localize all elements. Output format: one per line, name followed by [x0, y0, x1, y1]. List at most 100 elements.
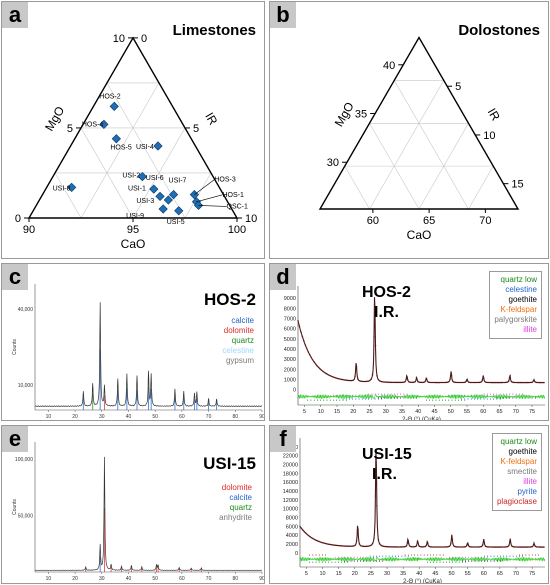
cao-tick-label: 60	[367, 215, 379, 227]
x-axis-label: 2-Θ (°) (CuKa)	[403, 579, 442, 584]
point-label: USI-6	[146, 175, 164, 182]
x-tick-label: 15	[336, 571, 342, 577]
panel-a: 90 95 100 0 5 10 0 5 10 MgO IR CaO HOS-2 HOS-4 HOS-5 US…	[1, 1, 265, 259]
panel-subtitle: I.R.	[372, 466, 397, 483]
legend-entry: goethite	[508, 295, 537, 304]
ternary-frame	[318, 36, 520, 210]
x-tick-label: 20	[350, 409, 356, 415]
x-tick-label: 35	[400, 571, 406, 577]
legend-entry: dolomite	[221, 483, 252, 492]
y-tick-label: 4000	[284, 347, 296, 353]
y-tick-label: 22000	[283, 454, 298, 460]
legend-entry: plagioclase	[496, 497, 537, 506]
cao-axis-title: CaO	[121, 237, 146, 251]
point-label: USI-4	[136, 144, 154, 151]
chart-legend: calcite dolomite quartz celestine gypsum	[222, 316, 254, 366]
legend-entry: palygorskite	[494, 315, 537, 324]
y-tick-label: 50,000	[18, 513, 34, 519]
y-tick-label: 10,000	[18, 383, 34, 389]
data-point	[109, 101, 119, 111]
point-label: HOS-4	[82, 121, 104, 128]
x-tick-label: 75	[529, 409, 535, 415]
panel-letter: b	[270, 2, 296, 28]
data-point	[168, 189, 179, 200]
data-point	[149, 184, 159, 194]
y-tick-label: 2000	[284, 367, 296, 373]
panel-title: USI-15	[362, 446, 412, 463]
point-label: USI-5	[167, 219, 185, 226]
mgo-tick-label: 30	[327, 157, 339, 169]
x-tick-label: 10	[46, 576, 52, 582]
y-tick-label: 12000	[283, 498, 298, 504]
legend-entry: K-feldspar	[500, 305, 537, 314]
x-tick-label: 20	[72, 576, 78, 582]
mgo-axis-title: MgO	[332, 100, 357, 130]
x-tick-label: 10	[318, 409, 324, 415]
y-tick-label: 10000	[283, 507, 298, 513]
y-tick-label: 4000	[286, 533, 298, 539]
cao-tick-label: 95	[127, 224, 139, 236]
hos2-ir-xrd-pattern: 5 10 15 20 25 30 35 40 45 50 55 60 65 70 75 0 1000 2000 30…	[284, 286, 545, 420]
x-tick-label: 35	[399, 409, 405, 415]
calculated-pattern	[297, 297, 545, 384]
ir-tick-label: 10	[483, 130, 495, 142]
x-tick-label: 30	[99, 576, 105, 582]
grid-line	[369, 80, 445, 210]
panel-letter: a	[2, 2, 28, 28]
x-tick-label: 40	[126, 414, 132, 420]
diffraction-pattern	[34, 302, 263, 407]
y-tick-label: 14000	[283, 489, 298, 495]
y-tick-label: 3000	[284, 357, 296, 363]
legend-entry: celestine	[222, 346, 254, 355]
grid-line	[468, 165, 494, 210]
panel-b: 60657030354051015MgOIRCaOUSI-13USI-14USI…	[269, 1, 549, 259]
grid-line	[54, 172, 82, 219]
legend-entry: calcite	[231, 316, 254, 325]
y-tick-label: 8000	[284, 306, 296, 312]
panel-title: USI-15	[203, 454, 256, 473]
y-tick-label: 8000	[286, 516, 298, 522]
legend-entry: dolomite	[223, 326, 254, 335]
x-tick-label: 55	[464, 409, 470, 415]
x-tick-label: 60	[179, 576, 185, 582]
x-tick-label: 45	[432, 571, 438, 577]
legend-entry: K-feldspar	[500, 457, 537, 466]
x-tick-label: 5	[305, 571, 308, 577]
legend-entry: quartz	[229, 503, 252, 512]
point-label: USI-3	[136, 198, 154, 205]
y-tick-label: 20000	[283, 463, 298, 469]
grid-line	[80, 127, 134, 219]
ir-axis-title: IR	[202, 110, 220, 128]
legend-entry: quartz	[231, 336, 254, 345]
legend-entry: illite	[523, 325, 537, 334]
x-tick-label: 30	[99, 414, 105, 420]
difference-curve	[299, 556, 545, 563]
x-tick-label: 60	[480, 409, 486, 415]
dolostones-ternary-plot: 60657030354051015MgOIRCaOUSI-13USI-14USI…	[318, 36, 524, 242]
data-point	[174, 206, 184, 216]
point-label: HOS-5	[110, 145, 132, 152]
data-point	[153, 141, 163, 151]
y-tick-label: 2000	[286, 542, 298, 548]
data-point	[155, 191, 165, 202]
x-tick-label: 70	[513, 409, 519, 415]
legend-entry: celestine	[505, 285, 537, 294]
x-tick-label: 40	[415, 409, 421, 415]
y-axis-label: Counts	[12, 339, 18, 355]
x-tick-label: 20	[352, 571, 358, 577]
x-tick-label: 60	[481, 571, 487, 577]
x-tick-label: 50	[448, 571, 454, 577]
point-label: USI-7	[169, 178, 187, 185]
y-tick-label: 0	[295, 551, 298, 557]
y-tick-label: 5000	[284, 337, 296, 343]
mgo-axis-title: MgO	[42, 104, 67, 134]
x-tick-label: 25	[366, 409, 372, 415]
legend-entry: calcite	[229, 493, 252, 502]
panel-title: HOS-2	[362, 284, 411, 301]
grid-line	[393, 80, 469, 210]
label-leader	[196, 194, 223, 203]
usi15-xrd-pattern: 10 20 30 40 50 60 70 80 90 50,000 100,000 Position …	[12, 442, 264, 582]
y-tick-label: 100,000	[15, 457, 33, 463]
x-tick-label: 10	[320, 571, 326, 577]
point-label: USI-8	[53, 185, 71, 192]
